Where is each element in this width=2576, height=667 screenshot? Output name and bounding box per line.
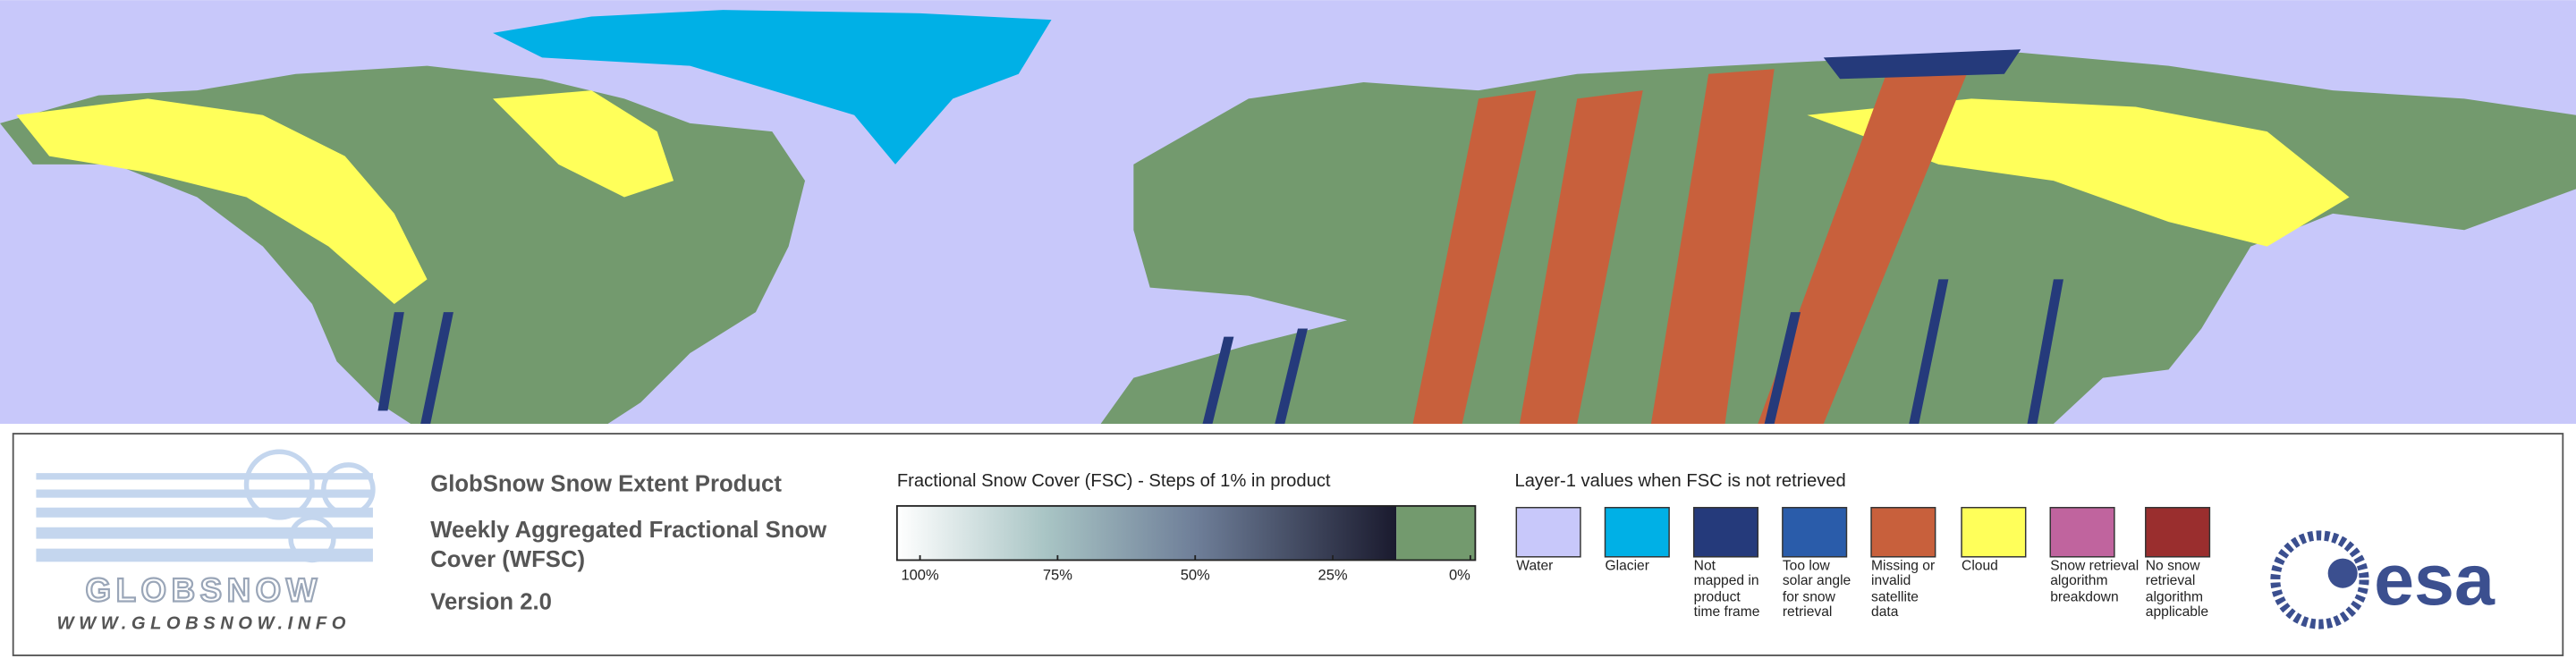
product-title: GlobSnow Snow Extent Product bbox=[430, 471, 782, 496]
snowflake bbox=[321, 462, 376, 517]
legend-swatch bbox=[1515, 506, 1581, 558]
legend-label-box: Missing or invalid satellite data bbox=[1871, 558, 1936, 620]
legend-label-box: Not mapped in product time frame bbox=[1693, 558, 1760, 620]
logo-stripes bbox=[36, 473, 373, 562]
colorbar-ticks: 100% 75% 50% 25% 0% bbox=[901, 554, 1471, 584]
missing-data bbox=[1412, 90, 1537, 425]
legend-label-box: Glacier bbox=[1605, 558, 1649, 574]
legend-swatch bbox=[1604, 506, 1670, 558]
snowflake bbox=[288, 514, 336, 563]
colorbar-frame bbox=[895, 504, 1477, 561]
legend-label: Cloud bbox=[1962, 558, 1998, 574]
legend-label: No snow retrieval algorithm applicable bbox=[2145, 558, 2209, 620]
legend-label-box: Cloud bbox=[1962, 558, 1998, 574]
snowflake bbox=[243, 449, 315, 520]
logo-url: WWW.GLOBSNOW.INFO bbox=[57, 614, 351, 634]
colorbar-title: Fractional Snow Cover (FSC) - Steps of 1… bbox=[897, 471, 1331, 491]
colorbar-tick-label: 75% bbox=[1043, 567, 1072, 584]
legend-label: Too low solar angle for snow retrieval bbox=[1782, 558, 1852, 620]
colorbar-tick-label: 25% bbox=[1318, 567, 1348, 584]
legend-label: Glacier bbox=[1605, 558, 1649, 574]
legend-label: Snow retrieval algorithm breakdown bbox=[2050, 558, 2140, 604]
esa-wordmark: esa bbox=[2374, 540, 2496, 621]
esa-emblem-dot bbox=[2327, 558, 2358, 588]
greenland bbox=[493, 10, 1052, 165]
cloud-area bbox=[16, 98, 428, 304]
legend-swatch bbox=[1870, 506, 1936, 558]
legend-label-box: Too low solar angle for snow retrieval bbox=[1782, 558, 1852, 620]
missing-data bbox=[1650, 69, 1775, 425]
snow-map bbox=[0, 0, 2576, 425]
colorbar-tick-label: 0% bbox=[1449, 567, 1470, 584]
legend-swatch bbox=[2145, 506, 2211, 558]
legend-label: Water bbox=[1516, 558, 1554, 574]
legend-swatch bbox=[1961, 506, 2027, 558]
legend-label-box: Snow retrieval algorithm breakdown bbox=[2050, 558, 2140, 604]
not-mapped-stripes bbox=[377, 279, 2063, 425]
colorbar-tick-label: 50% bbox=[1181, 567, 1210, 584]
logo-name: GLOBSNOW bbox=[86, 571, 322, 608]
cloud-area bbox=[493, 90, 674, 198]
legend-label-box: No snow retrieval algorithm applicable bbox=[2145, 558, 2209, 620]
legend-title: Layer-1 values when FSC is not retrieved bbox=[1514, 471, 1845, 491]
esa-emblem bbox=[2270, 530, 2369, 629]
missing-data bbox=[1758, 62, 1972, 425]
legend-swatch bbox=[2049, 506, 2115, 558]
not-mapped bbox=[1823, 49, 2021, 80]
legend-label-box: Water bbox=[1516, 558, 1554, 574]
missing-data bbox=[1519, 90, 1643, 425]
legend-swatch bbox=[1782, 506, 1848, 558]
legend-label: Not mapped in product time frame bbox=[1693, 558, 1760, 620]
product-subtitle-box: Weekly Aggregated Fractional Snow Cover … bbox=[430, 515, 827, 572]
globsnow-logo: GLOBSNOW WWW.GLOBSNOW.INFO bbox=[36, 449, 376, 634]
product-subtitle: Weekly Aggregated Fractional Snow Cover … bbox=[430, 515, 827, 572]
colorbar-tick-label: 100% bbox=[901, 567, 939, 584]
esa-logo: esa bbox=[2270, 530, 2496, 629]
legend-items: Water Glacier Not mapped in product time f… bbox=[1515, 506, 2211, 620]
cloud-area bbox=[1807, 98, 2350, 247]
legend-swatch bbox=[1692, 506, 1759, 558]
product-version: Version 2.0 bbox=[430, 590, 552, 615]
colorbar-gradient bbox=[896, 505, 1397, 561]
colorbar-zero bbox=[1396, 505, 1476, 561]
legend-label: Missing or invalid satellite data bbox=[1871, 558, 1936, 620]
